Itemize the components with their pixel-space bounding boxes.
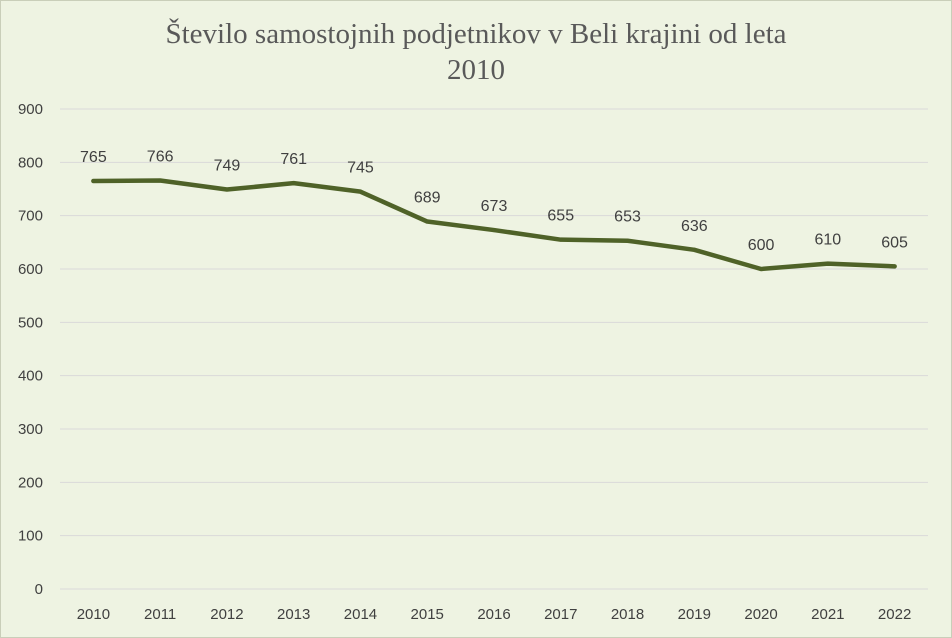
data-label: 600 xyxy=(748,237,775,254)
data-point xyxy=(358,189,363,194)
data-point xyxy=(91,179,96,183)
x-tick-label: 2021 xyxy=(811,606,844,623)
y-tick-label: 600 xyxy=(18,261,43,278)
data-point xyxy=(492,228,496,233)
data-point xyxy=(759,267,764,271)
data-labels: 765 766 749 761 745 689 673 655 653 636 600 610 605 xyxy=(80,148,908,254)
y-tick-label: 100 xyxy=(18,528,43,545)
series-group xyxy=(91,178,897,272)
data-label: 653 xyxy=(614,209,641,226)
x-axis-ticks: 2010 2011 2012 2013 2014 2015 2016 2017 2018 2019… xyxy=(77,606,912,623)
chart-title: Število samostojnih podjetnikov v Beli k… xyxy=(0,16,952,88)
x-tick-label: 2011 xyxy=(144,606,176,623)
y-tick-label: 400 xyxy=(18,368,43,385)
data-point xyxy=(425,219,430,224)
x-tick-label: 2015 xyxy=(411,606,444,623)
data-label: 761 xyxy=(280,151,307,168)
data-point xyxy=(825,261,830,266)
data-point xyxy=(892,264,897,269)
data-label: 605 xyxy=(881,234,908,251)
x-tick-label: 2019 xyxy=(678,606,711,623)
data-point xyxy=(158,178,163,183)
data-label: 610 xyxy=(814,232,841,249)
x-tick-label: 2016 xyxy=(477,606,510,623)
x-tick-label: 2013 xyxy=(277,606,310,623)
x-tick-label: 2014 xyxy=(344,606,377,623)
y-tick-label: 0 xyxy=(35,581,43,598)
gridlines xyxy=(60,108,928,590)
data-label: 749 xyxy=(214,158,241,175)
data-label: 689 xyxy=(414,190,441,207)
data-point xyxy=(625,238,630,243)
data-point xyxy=(291,181,296,186)
y-tick-label: 800 xyxy=(18,154,43,171)
series-line xyxy=(91,178,897,272)
chart-title-line-1: Število samostojnih podjetnikov v Beli k… xyxy=(165,18,787,50)
x-tick-label: 2012 xyxy=(210,606,243,623)
x-tick-label: 2022 xyxy=(878,606,911,623)
y-tick-label: 700 xyxy=(18,208,43,225)
x-tick-label: 2010 xyxy=(77,606,110,623)
y-tick-label: 900 xyxy=(18,101,43,118)
data-label: 765 xyxy=(80,149,107,166)
data-label: 655 xyxy=(547,208,574,225)
chart-title-line-2: 2010 xyxy=(447,54,505,86)
x-tick-label: 2017 xyxy=(544,606,577,623)
data-point xyxy=(692,247,697,252)
data-label: 745 xyxy=(347,160,374,177)
data-label: 673 xyxy=(481,198,508,215)
x-tick-label: 2020 xyxy=(744,606,777,623)
y-tick-label: 500 xyxy=(18,314,43,331)
data-point xyxy=(224,187,229,192)
data-label: 766 xyxy=(147,148,174,165)
x-tick-label: 2018 xyxy=(611,606,644,623)
y-tick-label: 300 xyxy=(18,421,43,438)
data-label: 636 xyxy=(681,218,708,235)
y-axis-ticks: 0 100 200 300 400 500 600 700 800 900 xyxy=(18,101,43,598)
data-point xyxy=(558,237,563,242)
y-tick-label: 200 xyxy=(18,474,43,491)
